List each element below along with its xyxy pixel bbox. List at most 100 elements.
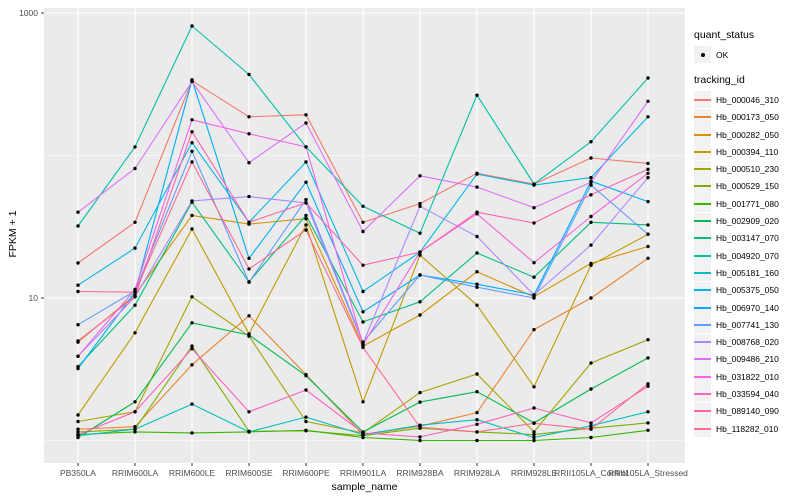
data-point bbox=[532, 421, 536, 425]
data-point bbox=[133, 290, 137, 294]
legend-item: Hb_005375_050 bbox=[694, 281, 800, 299]
legend-key bbox=[694, 229, 711, 247]
data-point bbox=[190, 321, 194, 325]
x-tick-label: RRIM600SE bbox=[225, 468, 273, 478]
data-point bbox=[418, 273, 422, 277]
legend-key bbox=[694, 195, 711, 213]
data-point bbox=[247, 256, 251, 260]
data-point bbox=[418, 201, 422, 206]
data-point bbox=[418, 438, 422, 443]
data-point bbox=[190, 363, 194, 367]
data-point bbox=[133, 427, 137, 431]
x-tick-label: RRIM600PE bbox=[282, 468, 330, 478]
data-point bbox=[532, 275, 536, 279]
data-point bbox=[646, 223, 650, 227]
data-point bbox=[532, 327, 536, 332]
data-point bbox=[361, 204, 365, 208]
legend-item: Hb_000282_050 bbox=[694, 126, 800, 144]
data-point bbox=[361, 320, 365, 324]
data-point bbox=[190, 149, 194, 153]
data-point bbox=[589, 421, 593, 425]
data-point bbox=[589, 220, 593, 224]
legend-item-ok: OK bbox=[694, 46, 800, 64]
line-swatch-icon bbox=[694, 427, 711, 430]
data-point bbox=[589, 180, 593, 184]
line-swatch-icon bbox=[694, 410, 711, 413]
data-point bbox=[646, 382, 650, 386]
data-point bbox=[304, 419, 308, 424]
data-point bbox=[532, 183, 536, 187]
legend-title-quant-status: quant_status bbox=[694, 29, 755, 41]
line-swatch-icon bbox=[694, 150, 711, 153]
data-point bbox=[589, 424, 593, 428]
data-point bbox=[475, 372, 479, 376]
line-swatch-icon bbox=[694, 306, 711, 309]
legend-item: Hb_004920_070 bbox=[694, 247, 800, 265]
data-point bbox=[247, 194, 251, 199]
data-point bbox=[133, 220, 137, 224]
legend-key bbox=[694, 316, 711, 334]
panel-background bbox=[44, 8, 685, 463]
legend-key bbox=[694, 385, 711, 403]
data-point bbox=[418, 300, 422, 304]
data-point bbox=[247, 430, 251, 434]
data-point bbox=[475, 390, 479, 394]
data-point bbox=[133, 166, 137, 171]
legend-item-label: Hb_000510_230 bbox=[716, 164, 779, 175]
data-point bbox=[76, 323, 80, 327]
data-point bbox=[190, 227, 194, 231]
legend-item: Hb_000510_230 bbox=[694, 160, 800, 178]
legend-item-label: Hb_118282_010 bbox=[716, 423, 779, 434]
data-point bbox=[361, 400, 365, 404]
legend-item: Hb_001771_080 bbox=[694, 195, 800, 213]
legend-item-label: Hb_000529_150 bbox=[716, 181, 779, 192]
legend-item-label: Hb_005181_160 bbox=[716, 267, 779, 278]
legend-item-label: Hb_004920_070 bbox=[716, 250, 779, 261]
legend-item: Hb_031822_010 bbox=[694, 368, 800, 386]
line-swatch-icon bbox=[694, 358, 711, 361]
data-point bbox=[532, 293, 536, 297]
data-point bbox=[190, 160, 194, 164]
data-point bbox=[589, 243, 593, 247]
data-point bbox=[133, 331, 137, 335]
line-swatch-icon bbox=[694, 289, 711, 292]
x-tick-label: RRII105LA_Stressed bbox=[608, 468, 688, 478]
line-swatch-icon bbox=[694, 98, 711, 101]
line-swatch-icon bbox=[694, 254, 711, 257]
legend-item: Hb_003147_070 bbox=[694, 229, 800, 247]
legend-key bbox=[694, 160, 711, 178]
line-swatch-icon bbox=[694, 323, 711, 326]
data-point bbox=[361, 220, 365, 224]
data-point bbox=[304, 388, 308, 392]
x-tick-label: RRIM600LE bbox=[169, 468, 216, 478]
data-point bbox=[361, 431, 365, 435]
data-point bbox=[646, 410, 650, 414]
line-swatch-icon bbox=[694, 133, 711, 136]
legend-key bbox=[694, 212, 711, 230]
data-point bbox=[418, 390, 422, 395]
data-point bbox=[532, 261, 536, 265]
legend-item: Hb_008768_020 bbox=[694, 333, 800, 351]
legend-section-quant-status: quant_status OK bbox=[694, 29, 800, 64]
data-point bbox=[418, 253, 422, 257]
data-point bbox=[133, 430, 137, 434]
line-swatch-icon bbox=[694, 271, 711, 274]
data-point bbox=[475, 270, 479, 274]
x-axis-title: sample_name bbox=[331, 481, 398, 493]
legend-key bbox=[694, 46, 711, 64]
line-swatch-icon bbox=[694, 168, 711, 171]
data-point bbox=[76, 261, 80, 265]
data-point bbox=[361, 289, 365, 294]
legend-item-label: Hb_005375_050 bbox=[716, 285, 779, 296]
data-point bbox=[76, 354, 80, 358]
data-point bbox=[532, 221, 536, 225]
x-tick-label: PB350LA bbox=[60, 468, 96, 478]
legend-key bbox=[694, 264, 711, 282]
line-swatch-icon bbox=[694, 202, 711, 205]
legend-item: Hb_006970_140 bbox=[694, 299, 800, 316]
data-point bbox=[247, 280, 251, 284]
line-swatch-icon bbox=[694, 237, 711, 240]
data-point bbox=[475, 234, 479, 239]
legend-key bbox=[694, 368, 711, 386]
